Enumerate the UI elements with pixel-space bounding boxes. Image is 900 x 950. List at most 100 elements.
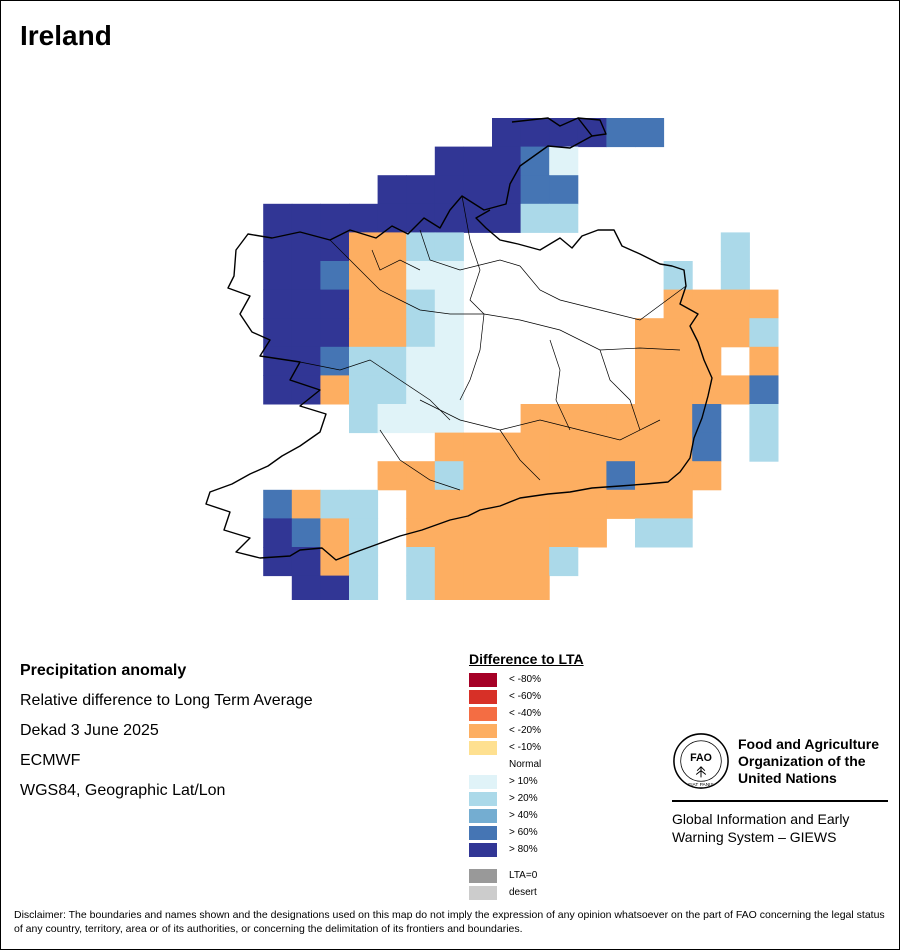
anomaly-cell [463, 432, 493, 462]
legend-swatch [469, 672, 497, 687]
legend-swatch [469, 825, 497, 840]
legend-label: > 80% [509, 844, 538, 855]
anomaly-cell [377, 261, 407, 291]
info-line-2: Dekad 3 June 2025 [20, 722, 159, 739]
anomaly-cell [263, 261, 293, 291]
anomaly-cell [463, 575, 493, 600]
anomaly-cell [406, 232, 436, 262]
anomaly-cell [434, 261, 464, 291]
anomaly-cell [406, 175, 436, 205]
legend-label: > 60% [509, 827, 538, 838]
legend-label: < -80% [509, 674, 541, 685]
anomaly-cell [320, 489, 350, 519]
map-info-panel: Precipitation anomaly Relative differenc… [20, 656, 313, 806]
anomaly-cell [520, 404, 550, 434]
legend-swatch [469, 757, 497, 772]
anomaly-cell [406, 289, 436, 319]
legend-swatch [469, 740, 497, 755]
anomaly-cell [492, 461, 522, 491]
anomaly-cell [635, 404, 665, 434]
anomaly-cell [406, 575, 436, 600]
anomaly-grid [263, 118, 779, 600]
anomaly-cell [406, 489, 436, 519]
anomaly-cell [749, 375, 779, 405]
anomaly-cell [320, 547, 350, 577]
anomaly-cell [406, 318, 436, 348]
anomaly-cell [749, 289, 779, 319]
anomaly-cell [377, 175, 407, 205]
anomaly-cell [749, 432, 779, 462]
anomaly-cell [406, 461, 436, 491]
anomaly-cell [635, 489, 665, 519]
anomaly-cell [406, 547, 436, 577]
info-line-3: ECMWF [20, 752, 81, 769]
anomaly-cell [635, 375, 665, 405]
anomaly-cell [492, 146, 522, 176]
anomaly-cell [349, 575, 379, 600]
legend-extra-item: desert [469, 884, 639, 901]
legend-extra-label: LTA=0 [509, 870, 538, 881]
legend-item: > 40% [469, 807, 639, 824]
anomaly-cell [349, 318, 379, 348]
anomaly-cell [577, 518, 607, 548]
anomaly-cell [320, 318, 350, 348]
anomaly-cell [291, 203, 321, 233]
legend-item: < -10% [469, 739, 639, 756]
anomaly-cell [377, 461, 407, 491]
anomaly-cell [520, 547, 550, 577]
legend: Difference to LTA < -80% < -60% < -40% < -2… [469, 651, 639, 901]
legend-swatch [469, 791, 497, 806]
anomaly-cell [692, 404, 722, 434]
anomaly-cell [320, 375, 350, 405]
anomaly-cell [720, 375, 750, 405]
legend-swatch [469, 723, 497, 738]
anomaly-cell [492, 118, 522, 148]
anomaly-cell [492, 575, 522, 600]
anomaly-cell [263, 346, 293, 376]
anomaly-cell [692, 346, 722, 376]
legend-swatch [469, 774, 497, 789]
anomaly-cell [606, 432, 636, 462]
anomaly-cell [263, 203, 293, 233]
fao-branding: FAO FIAT PANIS Food and Agriculture Orga… [672, 732, 892, 846]
legend-item: > 20% [469, 790, 639, 807]
anomaly-cell [520, 461, 550, 491]
anomaly-cell [635, 318, 665, 348]
anomaly-cell [349, 547, 379, 577]
anomaly-cell [549, 175, 579, 205]
anomaly-cell [291, 375, 321, 405]
anomaly-cell [434, 232, 464, 262]
legend-swatch [469, 808, 497, 823]
anomaly-cell [291, 547, 321, 577]
anomaly-cell [463, 461, 493, 491]
anomaly-cell [434, 575, 464, 600]
anomaly-cell [635, 118, 665, 148]
anomaly-cell [291, 289, 321, 319]
legend-extra-label: desert [509, 887, 537, 898]
legend-extra-swatch [469, 885, 497, 900]
anomaly-cell [663, 518, 693, 548]
lough-outline [577, 117, 607, 137]
anomaly-cell [720, 318, 750, 348]
anomaly-cell [577, 432, 607, 462]
fao-logo-caption: FIAT PANIS [688, 782, 714, 788]
anomaly-cell [406, 346, 436, 376]
legend-label: > 10% [509, 776, 538, 787]
system-name: Global Information and Early Warning Sys… [672, 810, 892, 846]
anomaly-cell [577, 404, 607, 434]
anomaly-cell [720, 289, 750, 319]
anomaly-cell [692, 461, 722, 491]
anomaly-cell [291, 232, 321, 262]
anomaly-cell [749, 404, 779, 434]
anomaly-cell [663, 346, 693, 376]
legend-item: > 60% [469, 824, 639, 841]
legend-swatch [469, 689, 497, 704]
anomaly-cell [635, 346, 665, 376]
legend-items: < -80% < -60% < -40% < -20% < -10% Normal > 10… [469, 671, 639, 858]
org-name-line-2: Organization of the [738, 752, 866, 769]
anomaly-cell [720, 232, 750, 262]
anomaly-cell [377, 318, 407, 348]
anomaly-cell [520, 118, 550, 148]
system-line-2: Warning System – GIEWS [672, 829, 837, 845]
anomaly-cell [406, 203, 436, 233]
